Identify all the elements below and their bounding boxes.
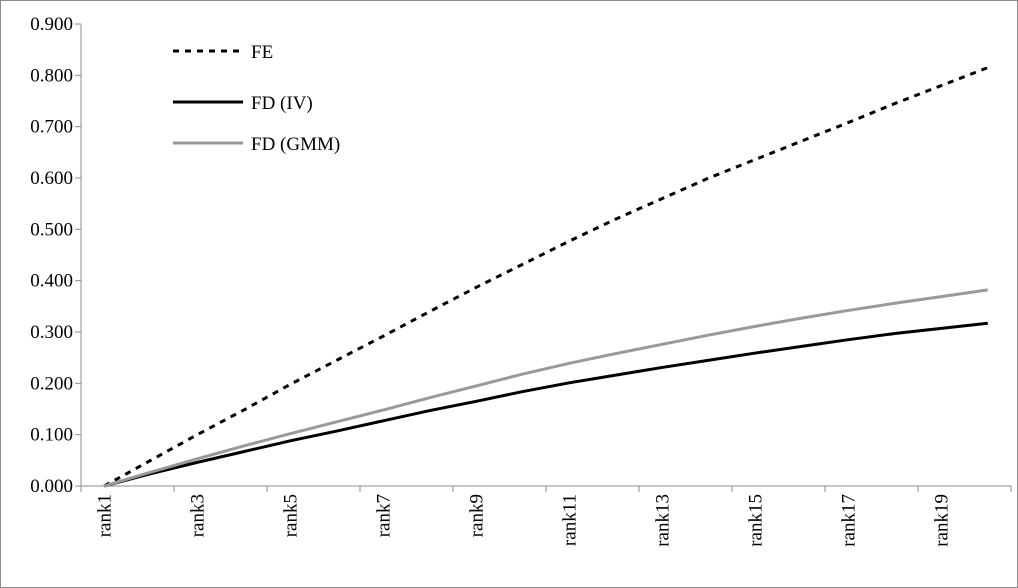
y-tick-label: 0.700: [30, 117, 73, 138]
x-tick-label: rank15: [745, 494, 766, 547]
y-tick-label: 0.000: [30, 476, 73, 497]
y-tick-label: 0.300: [30, 322, 73, 343]
x-tick-label: rank11: [559, 494, 580, 546]
x-tick-label: rank17: [838, 494, 859, 547]
x-tick-label: rank9: [466, 494, 487, 537]
series-line-3: [103, 288, 988, 488]
x-tick-label: rank3: [187, 494, 208, 537]
x-tick-label: rank1: [94, 494, 115, 537]
legend-label-1: FE: [251, 42, 273, 63]
x-tick-label: rank7: [373, 494, 394, 537]
x-tick-label: rank13: [652, 494, 673, 547]
series-line-1: [103, 66, 989, 488]
y-tick-label: 0.900: [30, 14, 73, 35]
x-tick-label: rank5: [280, 494, 301, 537]
legend-label-2: FD (IV): [251, 93, 313, 114]
series-line-2: [103, 321, 988, 488]
y-tick-label: 0.800: [30, 65, 73, 86]
y-tick-label: 0.200: [30, 373, 73, 394]
y-tick-label: 0.100: [30, 425, 73, 446]
y-tick-label: 0.400: [30, 271, 73, 292]
y-tick-label: 0.500: [30, 219, 73, 240]
legend-label-3: FD (GMM): [251, 134, 340, 155]
y-tick-label: 0.600: [30, 168, 73, 189]
x-tick-label: rank19: [931, 494, 952, 547]
